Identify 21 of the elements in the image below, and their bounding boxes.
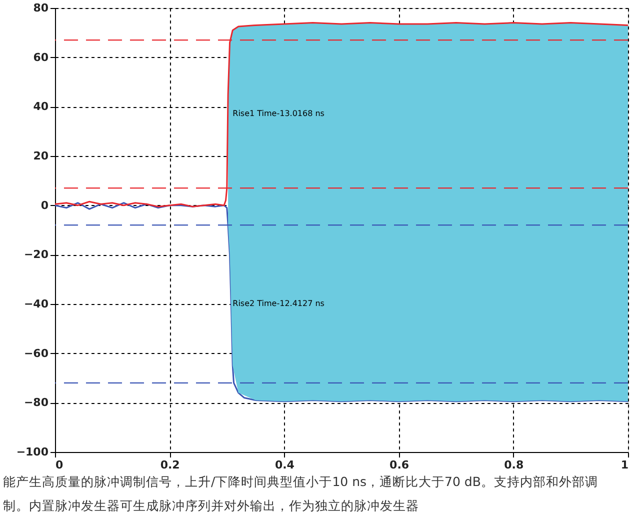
y-tick-label: −60 (24, 346, 49, 360)
line-series (54, 22, 629, 208)
text: 能产生高质量的脉冲调制信号，上升/下降时间典型值小于10 ns，通断比大于70 dB。支持内部和外部调制。内置脉冲发生器可生成脉冲序列并对外输出，作为独立的脉冲发生器 (3, 474, 598, 513)
x-tick-label: 1 (620, 458, 628, 472)
y-tick-label: −100 (16, 446, 49, 458)
x-tick-label: 0 (56, 458, 64, 472)
y-tick-label: 80 (33, 2, 49, 14)
y-tick-label: 60 (33, 50, 49, 64)
x-tick-label: 0.6 (390, 458, 410, 472)
y-tick-label: −80 (24, 396, 49, 410)
y-tick-label: −40 (24, 298, 49, 310)
y-tick-label: 40 (33, 100, 49, 114)
x-tick-label: 0.4 (274, 458, 295, 472)
annotation: Rise1 Time-13.0168 ns (232, 109, 324, 118)
x-tick-label: 0.8 (504, 458, 524, 472)
x-tick-label: 0.2 (160, 458, 180, 472)
y-tick-label: −20 (24, 248, 49, 262)
y-tick-label: 0 (40, 198, 49, 212)
y-tick-label: 20 (33, 150, 49, 162)
annotation: Rise2 Time-12.4127 ns (232, 299, 324, 308)
line-series (54, 202, 629, 402)
